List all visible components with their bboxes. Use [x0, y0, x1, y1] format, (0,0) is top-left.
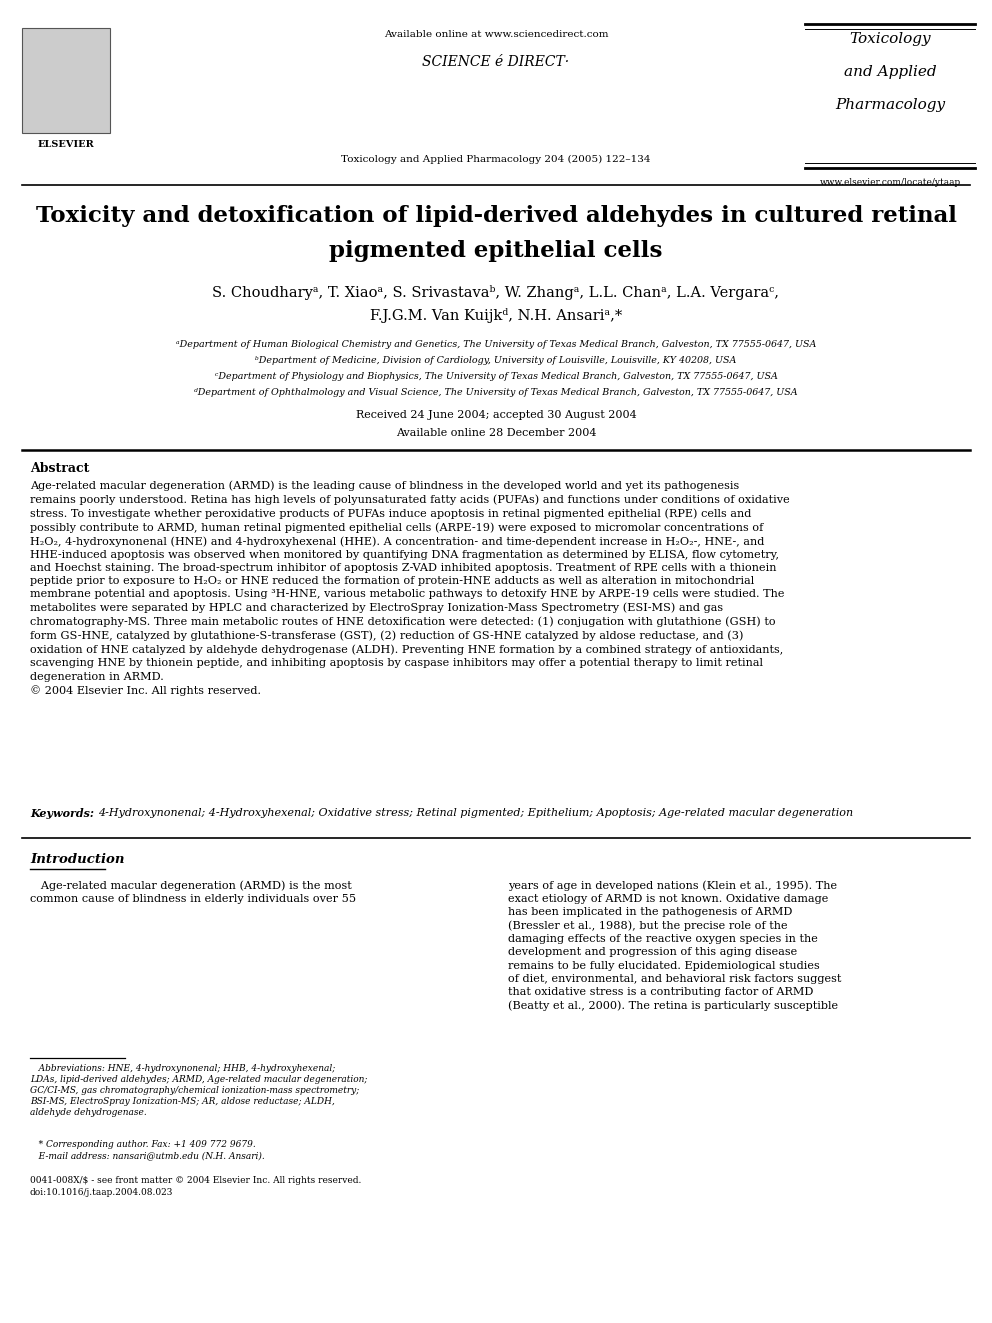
Text: Available online 28 December 2004: Available online 28 December 2004	[396, 429, 596, 438]
Text: Abbreviations: HNE, 4-hydroxynonenal; HHB, 4-hydroxyhexenal;
LDAs, lipid-derived: Abbreviations: HNE, 4-hydroxynonenal; HH…	[30, 1064, 367, 1118]
Text: * Corresponding author. Fax: +1 409 772 9679.
   E-mail address: nansari@utmb.ed: * Corresponding author. Fax: +1 409 772 …	[30, 1140, 265, 1160]
Text: www.elsevier.com/locate/ytaap: www.elsevier.com/locate/ytaap	[819, 179, 960, 187]
Text: SCIENCE é DIRECT·: SCIENCE é DIRECT·	[423, 56, 569, 69]
Text: Age-related macular degeneration (ARMD) is the leading cause of blindness in the: Age-related macular degeneration (ARMD) …	[30, 480, 790, 696]
Text: S. Choudharyᵃ, T. Xiaoᵃ, S. Srivastavaᵇ, W. Zhangᵃ, L.L. Chanᵃ, L.A. Vergaraᶜ,: S. Choudharyᵃ, T. Xiaoᵃ, S. Srivastavaᵇ,…	[212, 284, 780, 300]
Text: pigmented epithelial cells: pigmented epithelial cells	[329, 239, 663, 262]
Text: Abstract: Abstract	[30, 462, 89, 475]
Bar	[22, 28, 110, 134]
Text: ELSEVIER: ELSEVIER	[38, 140, 94, 149]
Text: Available online at www.sciencedirect.com: Available online at www.sciencedirect.co…	[384, 30, 608, 38]
Text: Pharmacology: Pharmacology	[835, 98, 945, 112]
Text: Toxicology: Toxicology	[849, 32, 930, 46]
Text: 0041-008X/$ - see front matter © 2004 Elsevier Inc. All rights reserved.
doi:10.: 0041-008X/$ - see front matter © 2004 El…	[30, 1176, 361, 1197]
Text: years of age in developed nations (Klein et al., 1995). The
exact etiology of AR: years of age in developed nations (Klein…	[508, 880, 841, 1011]
Text: ᶜDepartment of Physiology and Biophysics, The University of Texas Medical Branch: ᶜDepartment of Physiology and Biophysics…	[214, 372, 778, 381]
Text: Age-related macular degeneration (ARMD) is the most
common cause of blindness in: Age-related macular degeneration (ARMD) …	[30, 880, 356, 904]
Text: ᵈDepartment of Ophthalmology and Visual Science, The University of Texas Medical: ᵈDepartment of Ophthalmology and Visual …	[194, 388, 798, 397]
Text: 4-Hydroxynonenal; 4-Hydroxyhexenal; Oxidative stress; Retinal pigmented; Epithel: 4-Hydroxynonenal; 4-Hydroxyhexenal; Oxid…	[98, 808, 853, 818]
Text: Received 24 June 2004; accepted 30 August 2004: Received 24 June 2004; accepted 30 Augus…	[355, 410, 637, 419]
Text: Keywords:: Keywords:	[30, 808, 94, 819]
Text: and Applied: and Applied	[843, 65, 936, 79]
Text: Toxicology and Applied Pharmacology 204 (2005) 122–134: Toxicology and Applied Pharmacology 204 …	[341, 155, 651, 164]
Text: F.J.G.M. Van Kuijkᵈ, N.H. Ansariᵃ,*: F.J.G.M. Van Kuijkᵈ, N.H. Ansariᵃ,*	[370, 308, 622, 323]
Text: Introduction: Introduction	[30, 853, 125, 867]
Bar	[805, 22, 975, 169]
Text: Toxicity and detoxification of lipid-derived aldehydes in cultured retinal: Toxicity and detoxification of lipid-der…	[36, 205, 956, 228]
Text: ᵃDepartment of Human Biological Chemistry and Genetics, The University of Texas : ᵃDepartment of Human Biological Chemistr…	[176, 340, 816, 349]
Text: ᵇDepartment of Medicine, Division of Cardiology, University of Louisville, Louis: ᵇDepartment of Medicine, Division of Car…	[255, 356, 737, 365]
